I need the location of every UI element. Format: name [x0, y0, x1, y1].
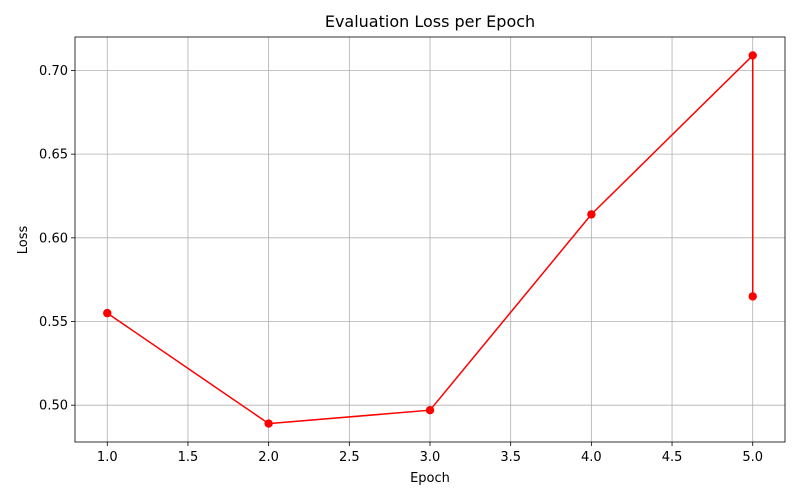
- x-tick-label: 3.0: [420, 450, 441, 465]
- y-tick-label: 0.55: [39, 315, 68, 330]
- y-tick-label: 0.65: [39, 148, 68, 163]
- y-tick-label: 0.50: [39, 399, 68, 414]
- x-axis-label: Epoch: [410, 471, 450, 486]
- x-tick-label: 1.0: [97, 450, 118, 465]
- loss-data-point: [748, 51, 757, 60]
- x-tick-label: 1.5: [178, 450, 199, 465]
- loss-data-point: [587, 210, 596, 219]
- x-tick-label: 4.5: [662, 450, 683, 465]
- x-tick-label: 4.0: [581, 450, 602, 465]
- y-tick-label: 0.60: [39, 231, 68, 246]
- x-tick-label: 5.0: [742, 450, 763, 465]
- y-axis-label: Loss: [16, 226, 31, 255]
- loss-data-point: [748, 292, 757, 301]
- x-tick-label: 3.5: [500, 450, 521, 465]
- tick-layer: 1.0 1.5 2.0 2.5 3.0 3.5 4.0 4.5 5.0 0.50 0.55 0.60 0…: [39, 64, 763, 465]
- loss-series-line: [106, 53, 754, 425]
- chart-title: Evaluation Loss per Epoch: [325, 12, 535, 31]
- y-tick-label: 0.70: [39, 64, 68, 79]
- loss-data-point: [103, 308, 112, 318]
- grid-layer: [75, 37, 785, 442]
- loss-data-point: [264, 419, 273, 428]
- x-tick-label: 2.0: [258, 450, 279, 465]
- loss-data-point: [425, 406, 435, 415]
- series-layer: [103, 51, 757, 428]
- x-tick-label: 2.5: [339, 450, 360, 465]
